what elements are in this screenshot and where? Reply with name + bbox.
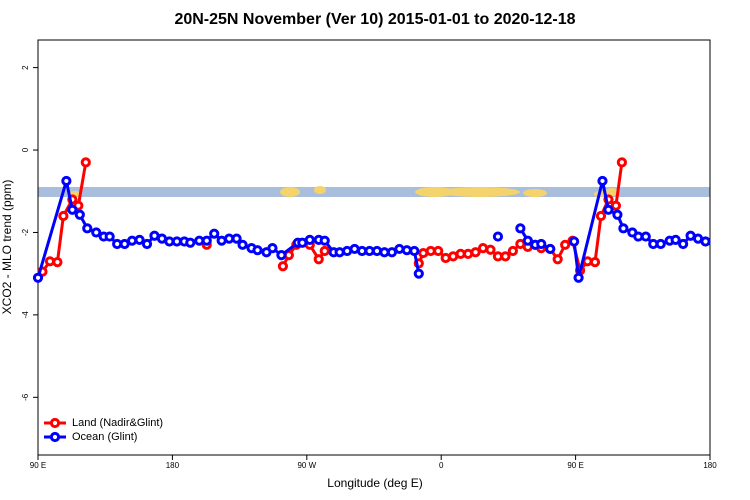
data-point (185, 237, 196, 248)
data-point (267, 243, 278, 254)
data-point (61, 175, 72, 187)
data-point (536, 238, 547, 250)
y-tick-label: -4 (21, 311, 30, 319)
data-point (640, 231, 651, 242)
legend-swatch-marker (49, 417, 61, 429)
data-point (500, 251, 511, 262)
data-point (58, 210, 69, 222)
data-point (612, 209, 623, 220)
data-point (507, 245, 518, 257)
x-tick-label: 90 E (567, 461, 583, 470)
data-point (616, 157, 627, 168)
x-axis-label: Longitude (deg E) (327, 476, 422, 490)
data-point (655, 238, 666, 250)
data-point (589, 257, 601, 268)
data-point (276, 250, 287, 261)
data-point (52, 257, 63, 268)
data-point (104, 231, 115, 242)
data-point (552, 254, 563, 265)
y-tick-label: 0 (21, 147, 30, 152)
legend-label: Land (Nadir&Glint) (72, 417, 163, 429)
y-tick-label: -6 (21, 393, 30, 401)
data-point (252, 245, 263, 256)
data-point (618, 223, 629, 234)
y-tick-label: -2 (21, 228, 30, 236)
data-point (413, 268, 424, 279)
plot-frame (37, 39, 711, 456)
data-point (237, 239, 248, 250)
map-strip (38, 186, 710, 197)
data-point (91, 227, 102, 238)
x-tick-label: 90 E (30, 461, 46, 470)
x-tick-label: 90 W (297, 461, 316, 470)
y-tick-label: 2 (21, 65, 30, 70)
data-point (595, 210, 607, 222)
data-point (597, 175, 608, 187)
data-point (67, 204, 78, 215)
data-point (573, 272, 584, 283)
data-point (560, 239, 571, 250)
data-point (700, 236, 711, 247)
data-point (433, 245, 444, 257)
data-point (201, 235, 212, 246)
x-tick-label: 180 (166, 461, 180, 470)
data-point (670, 234, 681, 245)
data-point (319, 245, 330, 257)
data-point (603, 204, 614, 215)
data-point (209, 228, 220, 239)
data-point (134, 234, 145, 245)
data-point (319, 235, 330, 246)
legend: Land (Nadir&Glint) Ocean (Glint) (44, 417, 163, 443)
data-point (522, 235, 533, 246)
data-point (80, 157, 91, 168)
legend-label: Ocean (Glint) (72, 431, 137, 443)
y-axis-label: XCO2 - MLO trend (ppm) (0, 180, 14, 315)
chart-title: 20N-25N November (Ver 10) 2015-01-01 to … (174, 11, 575, 28)
data-point (485, 244, 496, 255)
data-point (470, 247, 481, 258)
data-point (231, 233, 242, 244)
data-point (610, 200, 622, 211)
x-tick-label: 0 (439, 461, 444, 470)
data-point (304, 234, 315, 245)
data-point (82, 223, 93, 234)
data-point (32, 272, 44, 283)
data-point (515, 223, 526, 234)
legend-swatch-marker (49, 431, 61, 443)
data-point (313, 254, 324, 265)
data-point (569, 236, 580, 247)
data-point (678, 238, 689, 250)
data-point (74, 209, 85, 220)
data-point (277, 261, 289, 272)
data-point (492, 231, 504, 242)
x-tick-label: 180 (703, 461, 717, 470)
data-point (409, 245, 420, 257)
data-point (141, 238, 153, 250)
data-point (545, 243, 556, 255)
